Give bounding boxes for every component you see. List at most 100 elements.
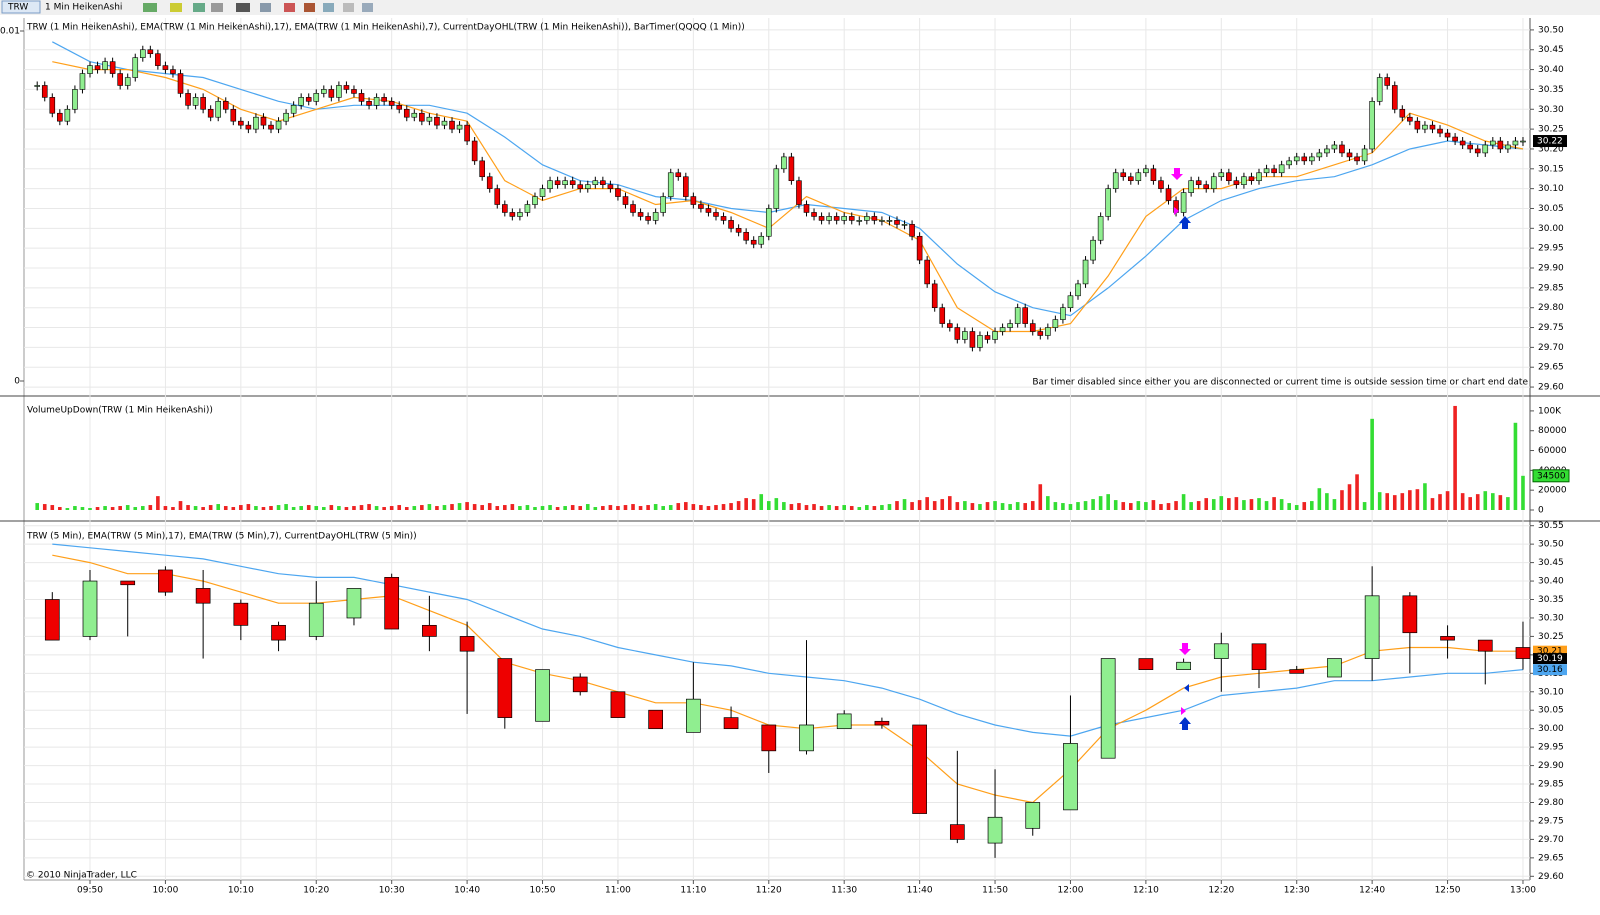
- volume-bar: [1430, 498, 1435, 510]
- candle-body: [750, 239, 757, 245]
- x-tick-label: 10:40: [454, 886, 480, 896]
- volume-bar: [359, 505, 364, 510]
- volume-bar: [578, 506, 583, 510]
- volume-bar: [276, 505, 281, 510]
- candle-body: [1505, 144, 1511, 150]
- candle-body: [615, 188, 621, 197]
- candle-body: [977, 335, 983, 348]
- volume-bar: [887, 504, 892, 510]
- candle-body: [836, 713, 852, 730]
- icon[interactable]: [236, 3, 250, 12]
- icon[interactable]: [170, 3, 182, 12]
- period[interactable]: 1 Min HeikenAshi: [45, 3, 122, 13]
- y-tick-label: 30.45: [1538, 45, 1564, 55]
- volume-bar: [623, 505, 628, 510]
- volume-bar: [676, 503, 681, 510]
- icon[interactable]: [304, 3, 315, 12]
- icon[interactable]: [211, 3, 223, 12]
- volume-bar: [797, 503, 801, 510]
- volume-bar: [1136, 501, 1141, 510]
- candle-body: [275, 120, 282, 130]
- candle-body: [1512, 140, 1519, 146]
- icon[interactable]: [343, 3, 354, 12]
- volume-bar: [1377, 492, 1382, 510]
- y-tick-label: 30.40: [1538, 65, 1564, 75]
- candle-body: [992, 331, 998, 340]
- volume-bar: [389, 506, 394, 510]
- y-tick-label: 30.45: [1538, 558, 1564, 568]
- icon[interactable]: [284, 3, 295, 12]
- volume-bar: [555, 507, 560, 510]
- volume-bar: [480, 505, 484, 510]
- candle-body: [833, 216, 840, 221]
- volume-bar: [337, 506, 341, 510]
- volume-bar: [314, 506, 319, 510]
- candle-body: [569, 180, 576, 185]
- candle-body: [645, 216, 651, 221]
- candle-body: [713, 212, 719, 217]
- icon[interactable]: [193, 3, 205, 12]
- volume-bar: [1234, 497, 1239, 510]
- marker: [1181, 707, 1186, 715]
- volume-bar: [80, 507, 85, 510]
- candle-body: [434, 116, 440, 126]
- volume-bar: [593, 507, 598, 510]
- candle-body: [1158, 180, 1164, 189]
- y-tick-label: 29.75: [1538, 323, 1564, 333]
- icon[interactable]: [323, 3, 334, 12]
- candle-body: [1007, 323, 1013, 328]
- symbol-dropdown[interactable]: [1, 0, 41, 14]
- volume-bar: [1400, 493, 1405, 510]
- y-tick-label: 30.50: [1538, 540, 1564, 550]
- volume-bar: [382, 507, 386, 510]
- symbol: TRW: [7, 3, 28, 13]
- volume-bar: [548, 505, 552, 510]
- candle-body: [1105, 188, 1111, 217]
- volume-bar: [721, 504, 726, 510]
- candle-body: [788, 156, 795, 182]
- candle-body: [1052, 319, 1059, 328]
- candle-body: [1399, 108, 1406, 118]
- volume-bar: [420, 505, 424, 510]
- candle-body: [577, 184, 584, 189]
- volume-bar: [1204, 498, 1209, 510]
- icon[interactable]: [362, 3, 373, 12]
- candle-body: [351, 89, 357, 94]
- candle-body: [1324, 148, 1330, 154]
- volume-bar: [1362, 502, 1367, 510]
- candle-body: [102, 61, 108, 70]
- candle-body: [1135, 172, 1142, 182]
- volume-bar: [947, 496, 952, 510]
- candle-body: [195, 588, 211, 604]
- x-tick-label: 11:50: [982, 886, 1008, 896]
- candle-body: [1467, 144, 1473, 150]
- volume-bar: [95, 507, 100, 510]
- y2-tick-label: 0.01: [0, 27, 20, 37]
- volume-bar: [1483, 491, 1488, 510]
- volume-bar: [193, 506, 198, 510]
- volume-bar: [1340, 490, 1344, 510]
- candle-body: [949, 824, 965, 840]
- volume-bar: [1151, 500, 1156, 510]
- volume-bar: [503, 505, 507, 510]
- icon[interactable]: [260, 3, 271, 12]
- candle-body: [177, 73, 184, 94]
- y-tick-label: 29.60: [1538, 872, 1564, 882]
- icon[interactable]: [143, 3, 157, 12]
- candle-body: [690, 196, 697, 205]
- volume-bar: [450, 504, 454, 510]
- volume-bar: [352, 506, 356, 510]
- candle-body: [57, 112, 63, 122]
- candle-body: [909, 224, 915, 237]
- volume-bar: [978, 504, 982, 510]
- candle-body: [1014, 307, 1021, 324]
- volume-bar: [1438, 494, 1442, 510]
- candle-body: [321, 89, 327, 94]
- volume-bar: [103, 506, 107, 510]
- y-tick-label: 30.00: [1538, 224, 1564, 234]
- volume-bar: [442, 505, 447, 510]
- candle-body: [422, 624, 437, 637]
- candle-body: [572, 676, 588, 693]
- x-tick-label: 12:50: [1435, 886, 1461, 896]
- volume-bar: [1423, 483, 1427, 510]
